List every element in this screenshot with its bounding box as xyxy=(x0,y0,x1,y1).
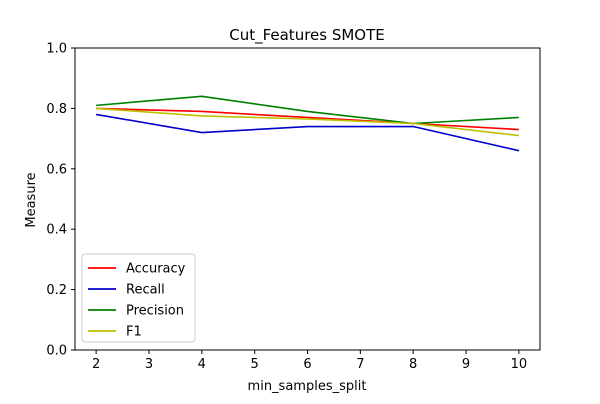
y-tick-label: 0.4 xyxy=(46,223,67,238)
y-tick-label: 1.0 xyxy=(46,42,67,57)
x-axis-label: min_samples_split xyxy=(248,379,367,394)
series-line-accuracy xyxy=(96,107,519,131)
x-tick-label: 8 xyxy=(409,357,417,372)
legend-label-precision: Precision xyxy=(126,304,184,319)
series-line-recall xyxy=(96,113,520,152)
series-line-f1 xyxy=(96,107,519,137)
series-line-precision xyxy=(96,95,519,125)
x-tick-label: 10 xyxy=(511,357,528,372)
x-axis-ticks: 2 3 4 5 6 7 8 9 10 xyxy=(92,350,527,372)
legend-label-f1: F1 xyxy=(126,325,142,340)
x-tick-label: 3 xyxy=(145,357,153,372)
y-tick-label: 0.0 xyxy=(46,344,67,359)
legend-box xyxy=(81,253,196,343)
y-axis-ticks: 0.0 0.2 0.4 0.6 0.8 1.0 xyxy=(46,42,75,359)
legend-label-recall: Recall xyxy=(126,283,165,298)
x-tick-label: 9 xyxy=(462,357,470,372)
y-tick-label: 0.8 xyxy=(46,102,67,117)
chart-title: Cut_Features SMOTE xyxy=(229,26,385,45)
y-tick-label: 0.2 xyxy=(46,283,67,298)
x-tick-label: 4 xyxy=(198,357,206,372)
x-tick-label: 2 xyxy=(92,357,100,372)
y-tick-label: 0.6 xyxy=(46,162,67,177)
legend: Accuracy Recall Precision F1 xyxy=(81,253,196,343)
x-tick-label: 7 xyxy=(356,357,364,372)
x-tick-label: 6 xyxy=(303,357,311,372)
legend-label-accuracy: Accuracy xyxy=(126,262,186,277)
legend-entries: Accuracy Recall Precision F1 xyxy=(88,262,186,340)
series-layer xyxy=(96,95,520,152)
y-axis-label: Measure xyxy=(24,172,39,227)
x-tick-label: 5 xyxy=(251,357,259,372)
